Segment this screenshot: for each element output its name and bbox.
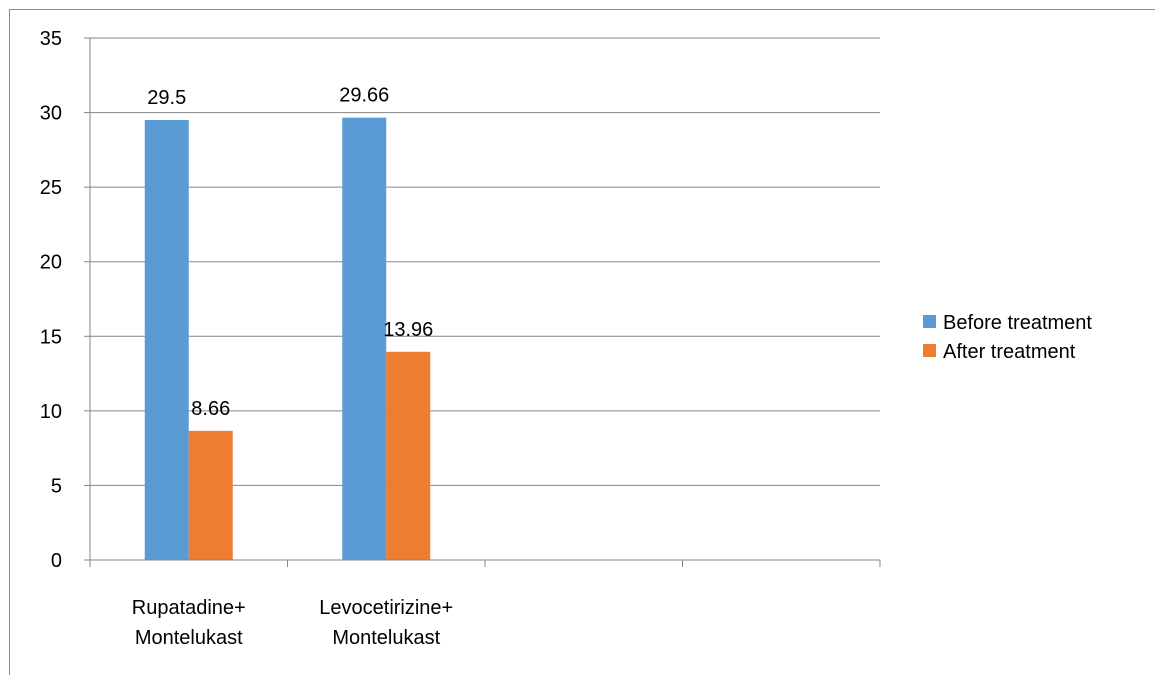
legend: Before treatment After treatment xyxy=(923,312,1092,363)
bar xyxy=(342,117,387,561)
y-tick-label: 35 xyxy=(40,28,62,50)
y-tick-label: 20 xyxy=(40,252,62,274)
x-tick-label: Rupatadine+ xyxy=(132,597,246,619)
legend-swatch xyxy=(923,344,936,357)
data-label: 29.5 xyxy=(147,87,186,109)
y-tick-label: 5 xyxy=(51,475,62,497)
chart-frame xyxy=(9,9,1155,675)
data-label: 8.66 xyxy=(191,398,230,420)
data-label: 13.96 xyxy=(383,319,433,341)
y-tick-label: 30 xyxy=(40,103,62,125)
legend-label: Before treatment xyxy=(943,312,1092,334)
legend-swatch xyxy=(923,315,936,328)
x-tick-label: Montelukast xyxy=(332,627,440,649)
gridlines xyxy=(90,37,880,486)
data-label: 29.66 xyxy=(339,85,389,107)
bar xyxy=(144,120,189,561)
bar xyxy=(188,430,233,560)
data-labels: 29.5 29.66 8.66 13.96 xyxy=(147,85,433,420)
y-tick-label: 10 xyxy=(40,401,62,423)
legend-label: After treatment xyxy=(943,341,1076,363)
x-tick-label: Levocetirizine+ xyxy=(319,597,453,619)
y-tick-label: 0 xyxy=(51,550,62,572)
y-tick-label: 15 xyxy=(40,326,62,348)
x-tick-label: Montelukast xyxy=(135,627,243,649)
bars xyxy=(144,117,431,561)
y-tick-label: 25 xyxy=(40,177,62,199)
bar xyxy=(386,351,431,560)
axes: 0 5 10 15 20 25 30 35 Rupatadine+ Montelukast Levo… xyxy=(40,28,881,649)
